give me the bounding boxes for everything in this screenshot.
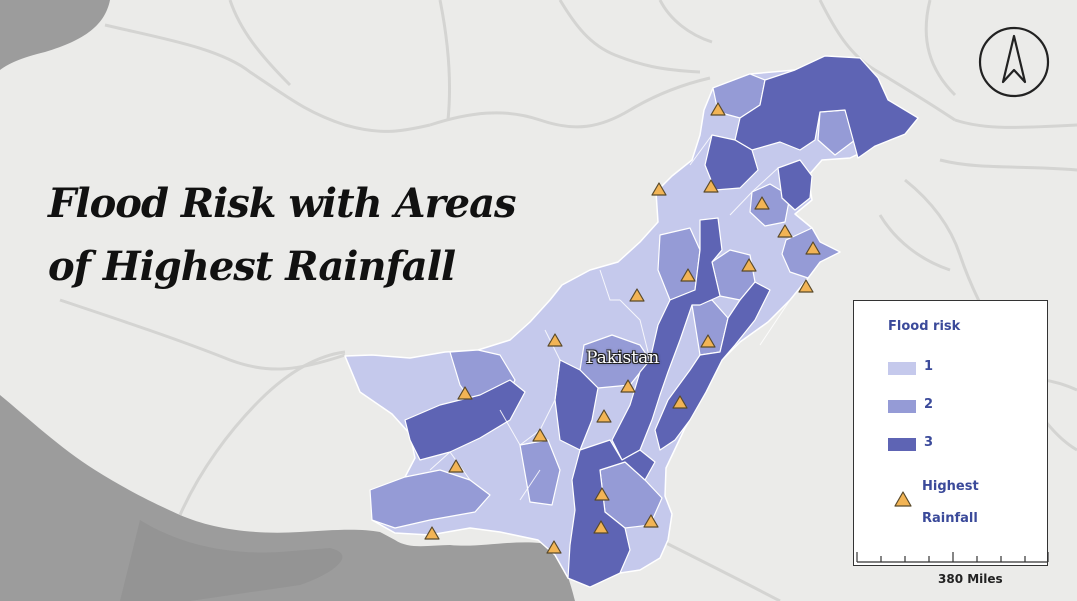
rainfall-marker [457,386,473,400]
rainfall-marker [777,224,793,238]
legend-swatch-2 [888,400,916,413]
rainfall-markers [424,102,821,554]
legend-swatch-3 [888,438,916,451]
rainfall-marker [620,379,636,393]
legend-rainfall-line-2: Rainfall [922,511,978,526]
legend-label-1: 1 [924,359,934,374]
district-lines [429,134,791,501]
legend-label-3: 3 [924,435,934,450]
rainfall-triangle-icon [894,491,912,507]
rainfall-marker [594,487,610,501]
scale-bar [856,552,1049,563]
rainfall-marker [629,288,645,302]
rainfall-marker [593,520,609,534]
legend-rainfall-line-1: Highest [922,479,979,494]
scale-label: 380 Miles [938,572,1003,586]
legend-swatch-1 [888,362,916,375]
rainfall-marker [651,182,667,196]
rainfall-marker [680,268,696,282]
rainfall-marker [741,258,757,272]
country-borders [59,0,1077,601]
sea-caspian [0,0,110,70]
rainfall-marker [546,540,562,554]
rainfall-marker [805,241,821,255]
rainfall-marker [672,395,688,409]
rainfall-marker [448,459,464,473]
rainfall-marker [643,514,659,528]
rainfall-marker [754,196,770,210]
legend-title: Flood risk [888,319,961,334]
rainfall-marker [710,102,726,116]
rainfall-marker [703,179,719,193]
country-label: Pakistan [586,348,660,368]
legend-label-2: 2 [924,397,934,412]
rainfall-marker [547,333,563,347]
rainfall-marker [532,428,548,442]
legend: Flood risk 1 2 3 Highest Rainfall [853,300,1048,566]
map-title-line-1: Flood Risk with Areas [48,180,517,227]
sea-arabian [120,520,343,601]
rainfall-marker [424,526,440,540]
north-arrow-icon [978,26,1050,98]
legend-rainfall-label: Highest Rainfall [922,471,979,535]
rainfall-marker [596,409,612,423]
map-title: Flood Risk with Areas of Highest Rainfal… [48,172,517,298]
rainfall-marker [798,279,814,293]
rainfall-marker [700,334,716,348]
risk-2-regions [369,73,856,529]
map-title-line-2: of Highest Rainfall [48,243,456,290]
